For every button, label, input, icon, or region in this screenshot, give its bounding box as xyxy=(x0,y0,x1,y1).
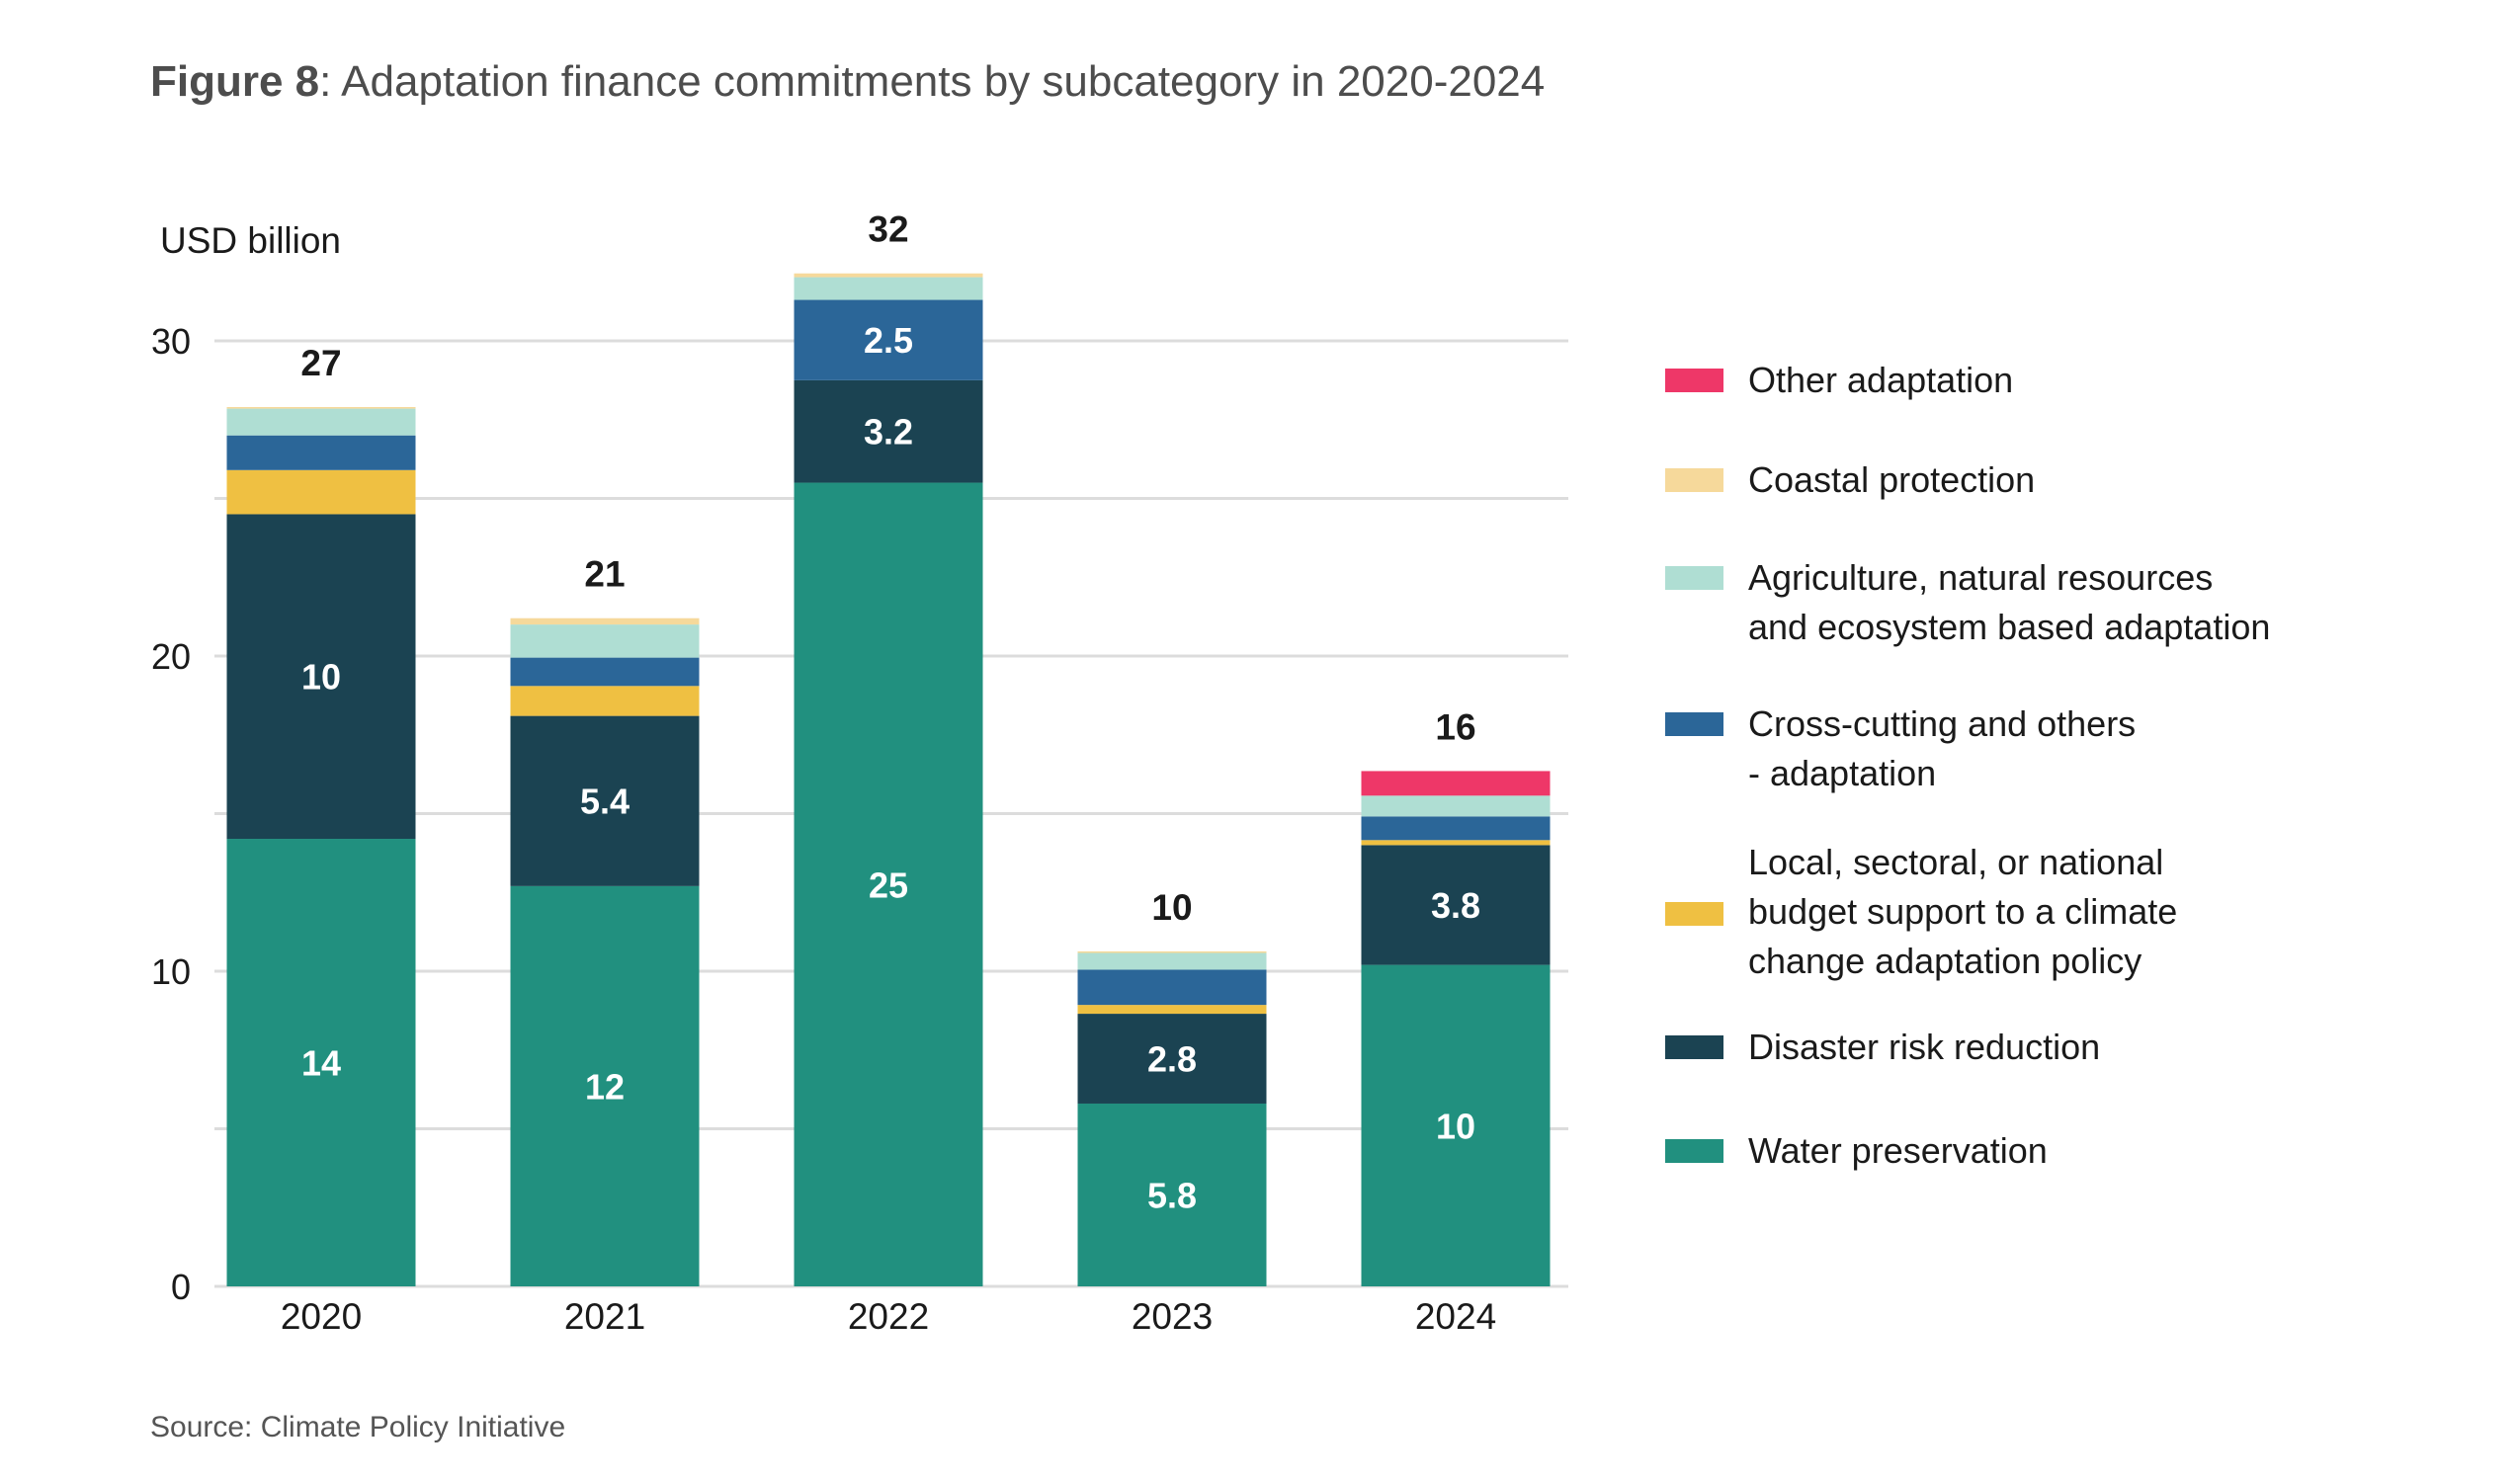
legend-swatch xyxy=(1665,566,1723,590)
bar-segment xyxy=(510,657,700,687)
segment-value-label: 25 xyxy=(869,864,908,905)
legend-swatch xyxy=(1665,902,1723,926)
y-tick-label: 20 xyxy=(151,636,191,677)
figure-title-text: : Adaptation finance commitments by subc… xyxy=(319,57,1546,106)
figure-label: Figure 8 xyxy=(150,57,320,106)
legend-swatch xyxy=(1665,1035,1723,1059)
bar-2022: 25 3.2 2.5 32 xyxy=(794,209,983,1286)
segment-value-label: 2.5 xyxy=(864,320,913,361)
y-tick-label: 10 xyxy=(151,951,191,992)
y-axis: 0 10 20 30 xyxy=(151,321,191,1307)
bar-segment xyxy=(1077,969,1267,1006)
y-tick-label: 0 xyxy=(171,1267,191,1307)
bar-segment xyxy=(1077,952,1267,970)
chart-title: Figure 8: Adaptation finance commitments… xyxy=(150,57,1545,107)
total-label: 21 xyxy=(584,554,625,595)
x-tick-label: 2021 xyxy=(564,1296,645,1337)
legend-label: Other adaptation xyxy=(1748,360,2014,400)
x-tick-label: 2024 xyxy=(1415,1296,1496,1337)
x-tick-label: 2020 xyxy=(281,1296,362,1337)
x-tick-label: 2022 xyxy=(848,1296,929,1337)
bar-segment xyxy=(1077,950,1267,953)
bar-segment xyxy=(1361,816,1551,841)
legend-swatch xyxy=(1665,1139,1723,1163)
bar-segment xyxy=(794,379,983,483)
legend: Other adaptation Coastal protection Agricu… xyxy=(1665,0,2476,1482)
legend-label: Water preservation xyxy=(1748,1130,2048,1171)
bar-segment xyxy=(226,469,416,515)
legend-label: Local, sectoral, or national budget supp… xyxy=(1748,842,2178,981)
total-label: 10 xyxy=(1151,887,1192,928)
legend-label: Disaster risk reduction xyxy=(1748,1027,2101,1067)
legend-item: Local, sectoral, or national budget supp… xyxy=(1665,838,2177,986)
stacked-bar-chart: 0 10 20 30 USD billion 14 10 27 12 5.4 21 25 3.2 2.… xyxy=(151,209,1568,1337)
legend-label: Cross-cutting and others - adaptation xyxy=(1748,703,2137,793)
legend-item: Cross-cutting and others - adaptation xyxy=(1665,700,2136,798)
segment-value-label: 10 xyxy=(1436,1106,1475,1146)
bar-segment xyxy=(226,406,416,409)
x-axis: 2020 2021 2022 2023 2024 xyxy=(281,1296,1496,1337)
legend-item: Water preservation xyxy=(1665,1126,2048,1176)
legend-swatch xyxy=(1665,712,1723,736)
bar-2023: 5.8 2.8 10 xyxy=(1077,887,1267,1286)
bar-2024: 10 3.8 16 xyxy=(1361,706,1551,1286)
bar-segment xyxy=(1361,795,1551,817)
legend-swatch xyxy=(1665,468,1723,492)
bar-segment xyxy=(226,408,416,436)
segment-value-label: 5.4 xyxy=(580,782,630,822)
bar-segment xyxy=(1361,964,1551,1286)
bar-segment xyxy=(794,277,983,300)
bar-segment xyxy=(226,435,416,470)
bar-segment xyxy=(510,715,700,886)
y-axis-label: USD billion xyxy=(160,220,341,261)
bar-segment xyxy=(510,885,700,1286)
segment-value-label: 2.8 xyxy=(1147,1039,1197,1080)
legend-item: Disaster risk reduction xyxy=(1665,1023,2100,1072)
segment-value-label: 5.8 xyxy=(1147,1175,1197,1215)
bar-segment xyxy=(794,273,983,278)
bar-segment xyxy=(794,482,983,1286)
segment-value-label: 3.8 xyxy=(1431,885,1480,926)
segment-value-label: 3.2 xyxy=(864,412,913,453)
bar-segment xyxy=(794,299,983,380)
total-label: 32 xyxy=(868,209,908,250)
bar-segment xyxy=(226,514,416,840)
bar-segment xyxy=(1361,840,1551,846)
legend-item: Coastal protection xyxy=(1665,455,2035,505)
legend-label: Agriculture, natural resources and ecosy… xyxy=(1748,557,2271,647)
total-label: 27 xyxy=(300,343,341,383)
segment-value-label: 10 xyxy=(301,657,341,698)
x-tick-label: 2023 xyxy=(1132,1296,1213,1337)
bar-segment xyxy=(1077,1103,1267,1286)
bar-segment xyxy=(1361,771,1551,796)
segment-value-label: 14 xyxy=(301,1043,341,1084)
bar-segment xyxy=(226,839,416,1286)
bar-2020: 14 10 27 xyxy=(226,343,416,1286)
segment-value-label: 12 xyxy=(585,1066,625,1107)
bar-segment xyxy=(510,686,700,716)
bar-segment xyxy=(1361,845,1551,965)
source-note: Source: Climate Policy Initiative xyxy=(150,1411,566,1443)
legend-item: Agriculture, natural resources and ecosy… xyxy=(1665,553,2270,652)
y-tick-label: 30 xyxy=(151,321,191,362)
total-label: 16 xyxy=(1435,706,1475,747)
bar-segment xyxy=(510,618,700,625)
bar-2021: 12 5.4 21 xyxy=(510,554,700,1286)
bar-segment xyxy=(510,624,700,658)
bars: 14 10 27 12 5.4 21 25 3.2 2.5 32 5.8 2.8 10 10 3.8 16 xyxy=(226,209,1551,1286)
bar-segment xyxy=(1077,1014,1267,1104)
legend-swatch xyxy=(1665,369,1723,392)
bar-segment xyxy=(1077,1005,1267,1015)
legend-label: Coastal protection xyxy=(1748,459,2036,500)
legend-item: Other adaptation xyxy=(1665,356,2013,405)
